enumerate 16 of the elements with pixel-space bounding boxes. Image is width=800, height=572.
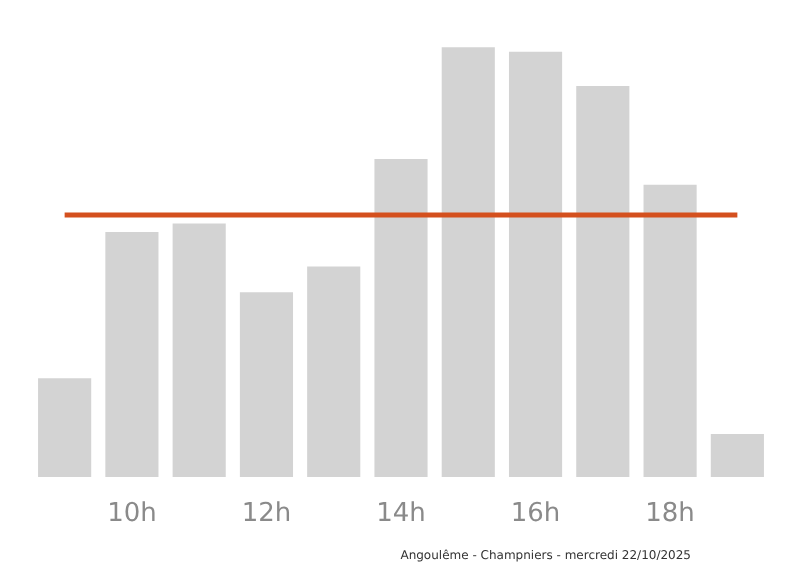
bar bbox=[508, 51, 563, 477]
bar bbox=[239, 292, 294, 477]
bar bbox=[576, 86, 630, 477]
bar bbox=[441, 47, 495, 477]
x-tick-label: 14h bbox=[376, 499, 426, 529]
bar bbox=[710, 434, 764, 477]
bar bbox=[374, 159, 428, 477]
x-tick-label: 10h bbox=[107, 499, 157, 529]
bar bbox=[172, 223, 226, 477]
bar bbox=[307, 266, 361, 477]
x-tick-label: 16h bbox=[510, 499, 561, 529]
bar bbox=[105, 232, 159, 477]
x-tick-label: 18h bbox=[645, 499, 695, 529]
x-tick-label: 12h bbox=[241, 499, 292, 529]
bar bbox=[643, 184, 697, 477]
bar bbox=[38, 378, 92, 477]
